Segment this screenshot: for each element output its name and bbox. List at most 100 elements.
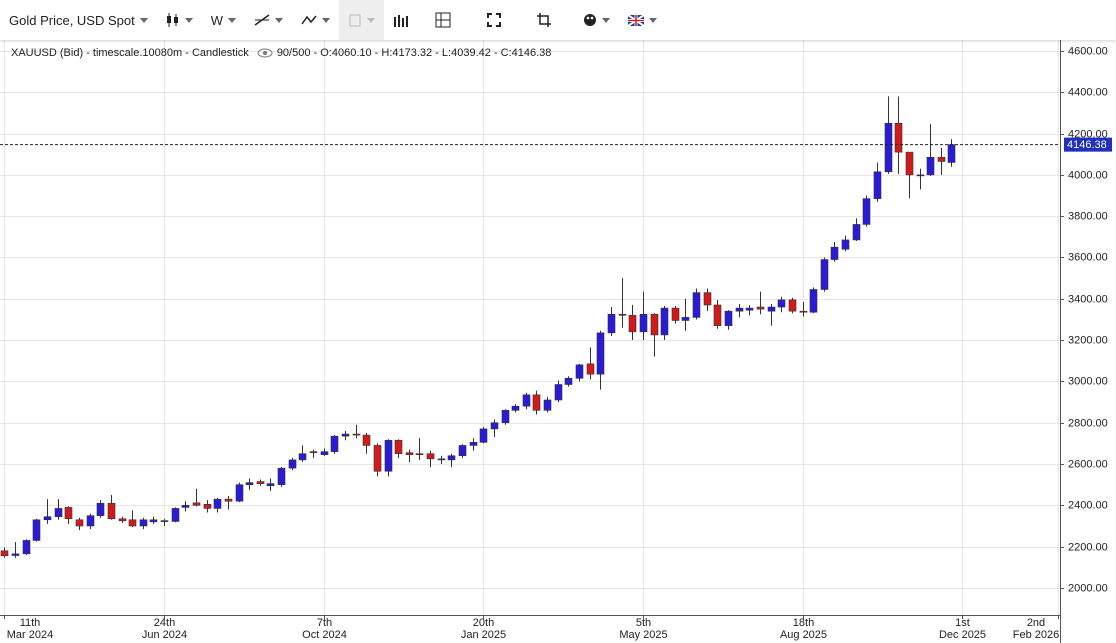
snapshot-button[interactable] [528,0,560,40]
candle-body [394,439,403,454]
candle-body [277,467,286,485]
y-tick-label: 2800.00 [1068,417,1108,429]
candle-body [575,364,584,379]
x-tick-label: 20th Jan 2025 [460,617,507,641]
candle-body [947,144,956,163]
candle-body [320,451,329,456]
candle-body [352,433,361,436]
candle-body [660,307,669,336]
candle-body [11,553,20,556]
last-price-label: 4146.38 [1067,139,1107,151]
candle-body [0,550,9,557]
candle-body [192,502,201,506]
candle-body [107,502,116,520]
chart-legend: XAUUSD (Bid) - timescale.10080m - Candle… [11,47,551,59]
crosshair-button[interactable] [426,0,460,40]
grid [0,40,1060,615]
candle-body [256,481,265,484]
candle-body [309,451,318,453]
candle-body [160,520,169,522]
blank-icon [349,14,361,27]
candle-body [139,519,148,527]
symbol-selector[interactable]: Gold Price, USD Spot [0,0,157,40]
y-tick-label: 3800.00 [1068,210,1108,222]
candle-body [873,171,882,199]
candle-body [852,224,861,241]
candle-body [532,394,541,411]
y-tick-label: 3600.00 [1068,251,1108,263]
candle-body [618,313,627,316]
candle-body [501,410,510,424]
candles [0,96,1060,558]
candle-body [490,422,499,430]
chart-type-button[interactable] [157,0,202,40]
candle-body [64,507,73,520]
x-tick-label: 7th Oct 2024 [302,617,347,641]
candle-body [245,482,254,485]
disabled-button[interactable] [339,0,384,40]
candle-body [213,498,222,509]
candle-body [894,122,903,153]
toolbar: Gold Price, USD Spot W [0,0,1116,40]
x-tick-label: 24th Jun 2024 [141,617,188,641]
candle-body [820,259,829,290]
candle-body [288,459,297,469]
axes: 2000.00 2200.00 2400.00 2600.00 2800.00 3000.… [0,40,1112,643]
candle-body [735,307,744,312]
candle-body [235,484,244,502]
candle-body [362,434,371,446]
theme-button[interactable] [574,0,619,40]
candle-icon [166,13,178,27]
crosshair-icon [435,12,451,28]
candle-body [799,310,808,313]
candle-body [543,399,552,411]
fullscreen-button[interactable] [478,0,510,40]
y-tick-label: 2600.00 [1068,458,1108,470]
candle-body [54,508,63,517]
candle-body [628,315,637,333]
language-button[interactable] [619,0,666,40]
eye-icon[interactable] [257,48,273,58]
x-tick-label: 1st Dec 2025 [938,617,987,641]
candle-body [554,384,563,401]
candle-body [522,394,531,407]
y-tick-label: 2000.00 [1068,582,1108,594]
interval-button[interactable]: W [202,0,245,40]
candle-body [458,445,467,457]
candle-body [447,455,456,461]
candle-body [703,292,712,306]
candle-body [426,453,435,460]
candle-body [586,363,595,375]
candle-body [341,433,350,437]
palette-icon [584,14,596,26]
expand-icon [487,13,501,27]
indicator-button[interactable] [292,0,339,40]
candle-body [43,516,52,521]
draw-button[interactable] [245,0,292,40]
candle-body [511,405,520,411]
candle-body [373,445,382,472]
y-tick-label: 3000.00 [1068,375,1108,387]
x-tick-label: 11th Mar 2024 [6,617,54,641]
candle-body [479,428,488,443]
symbol-title: Gold Price, USD Spot [9,12,135,28]
candle-body [926,157,935,176]
candle-body [22,540,31,555]
y-tick-label: 3400.00 [1068,293,1108,305]
candle-body [596,332,605,375]
volume-button[interactable] [384,0,418,40]
candle-body [437,458,446,461]
candle-body [469,442,478,446]
candle-body [937,157,946,162]
candle-body [916,174,925,177]
candle-body [171,508,180,522]
interval: W [210,12,223,28]
candle-body [149,519,158,523]
y-tick-label: 4600.00 [1068,45,1108,57]
candle-body [692,292,701,318]
candle-body [75,519,84,527]
indicator-icon [301,15,317,25]
candle-body [224,498,233,502]
bars-icon [394,15,408,27]
x-tick-label: 18th Aug 2025 [779,617,828,641]
